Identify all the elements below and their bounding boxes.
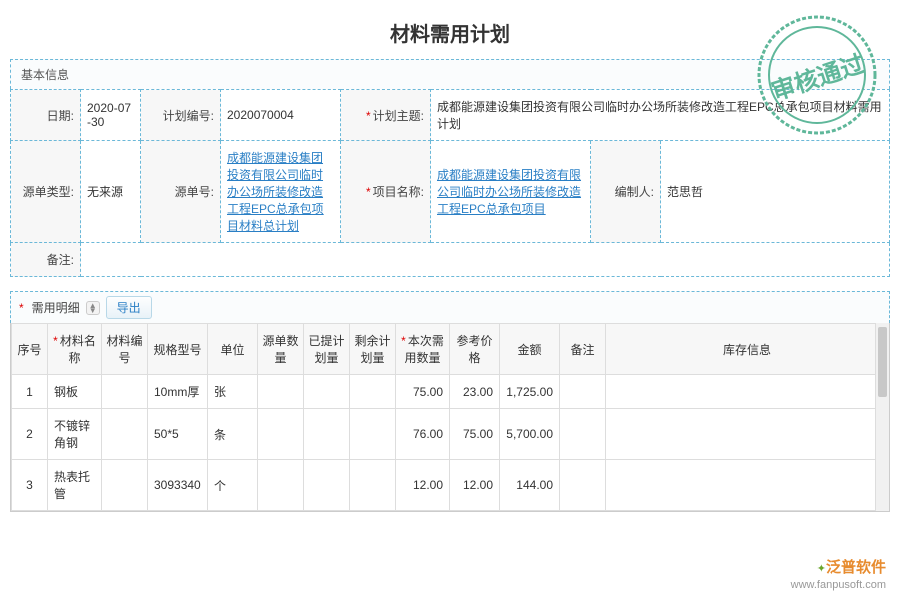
col-src-qty: 源单数量 <box>258 324 304 375</box>
remark-label: 备注: <box>11 243 81 277</box>
col-planned: 已提计划量 <box>304 324 350 375</box>
watermark: ✦泛普软件 www.fanpusoft.com <box>791 558 886 592</box>
detail-section-label: 需用明细 <box>32 299 80 316</box>
col-amount: 金额 <box>500 324 560 375</box>
source-no-value[interactable]: 成都能源建设集团投资有限公司临时办公场所装修改造工程EPC总承包项目材料总计划 <box>221 141 341 243</box>
col-req-qty: *本次需用数量 <box>396 324 450 375</box>
col-ref-price: 参考价格 <box>450 324 500 375</box>
date-label: 日期: <box>11 90 81 141</box>
table-row[interactable]: 1钢板10mm厚张75.0023.001,725.00 <box>12 375 889 409</box>
col-seq: 序号 <box>12 324 48 375</box>
plan-no-value: 2020070004 <box>221 90 341 141</box>
col-spec: 规格型号 <box>148 324 208 375</box>
date-value: 2020-07-30 <box>81 90 141 141</box>
col-unit: 单位 <box>208 324 258 375</box>
project-name-link: 成都能源建设集团投资有限公司临时办公场所装修改造工程EPC总承包项目 <box>437 168 581 216</box>
author-value: 范思哲 <box>661 141 890 243</box>
col-stock: 库存信息 <box>606 324 889 375</box>
plan-subject-label: *计划主题: <box>341 90 431 141</box>
source-no-label: 源单号: <box>141 141 221 243</box>
project-name-value[interactable]: 成都能源建设集团投资有限公司临时办公场所装修改造工程EPC总承包项目 <box>431 141 591 243</box>
source-type-value: 无来源 <box>81 141 141 243</box>
col-remark: 备注 <box>560 324 606 375</box>
detail-table-wrapper: 序号 *材料名称 材料编号 规格型号 单位 源单数量 已提计划量 剩余计划量 *… <box>10 323 890 512</box>
project-name-label: *项目名称: <box>341 141 431 243</box>
remark-value <box>81 243 890 277</box>
source-no-link: 成都能源建设集团投资有限公司临时办公场所装修改造工程EPC总承包项目材料总计划 <box>227 151 324 233</box>
sort-icon[interactable]: ▲▼ <box>86 301 100 315</box>
author-label: 编制人: <box>591 141 661 243</box>
col-name: *材料名称 <box>48 324 102 375</box>
export-button[interactable]: 导出 <box>106 296 152 319</box>
table-header-row: 序号 *材料名称 材料编号 规格型号 单位 源单数量 已提计划量 剩余计划量 *… <box>12 324 889 375</box>
plan-no-label: 计划编号: <box>141 90 221 141</box>
col-code: 材料编号 <box>102 324 148 375</box>
page-title: 材料需用计划 <box>0 0 900 59</box>
col-remain: 剩余计划量 <box>350 324 396 375</box>
basic-info-header: 基本信息 <box>10 59 890 89</box>
table-row[interactable]: 3热表托管3093340个12.0012.00144.00 <box>12 460 889 511</box>
basic-info-table: 日期: 2020-07-30 计划编号: 2020070004 *计划主题: 成… <box>10 89 890 277</box>
scrollbar-thumb[interactable] <box>878 327 887 397</box>
table-row[interactable]: 2不镀锌角钢50*5条76.0075.005,700.00 <box>12 409 889 460</box>
detail-table: 序号 *材料名称 材料编号 规格型号 单位 源单数量 已提计划量 剩余计划量 *… <box>11 323 889 511</box>
plan-subject-value: 成都能源建设集团投资有限公司临时办公场所装修改造工程EPC总承包项目材料需用计划 <box>431 90 890 141</box>
detail-toolbar: * 需用明细 ▲▼ 导出 <box>10 291 890 323</box>
required-star-icon: * <box>19 301 24 315</box>
source-type-label: 源单类型: <box>11 141 81 243</box>
vertical-scrollbar[interactable] <box>875 323 889 511</box>
